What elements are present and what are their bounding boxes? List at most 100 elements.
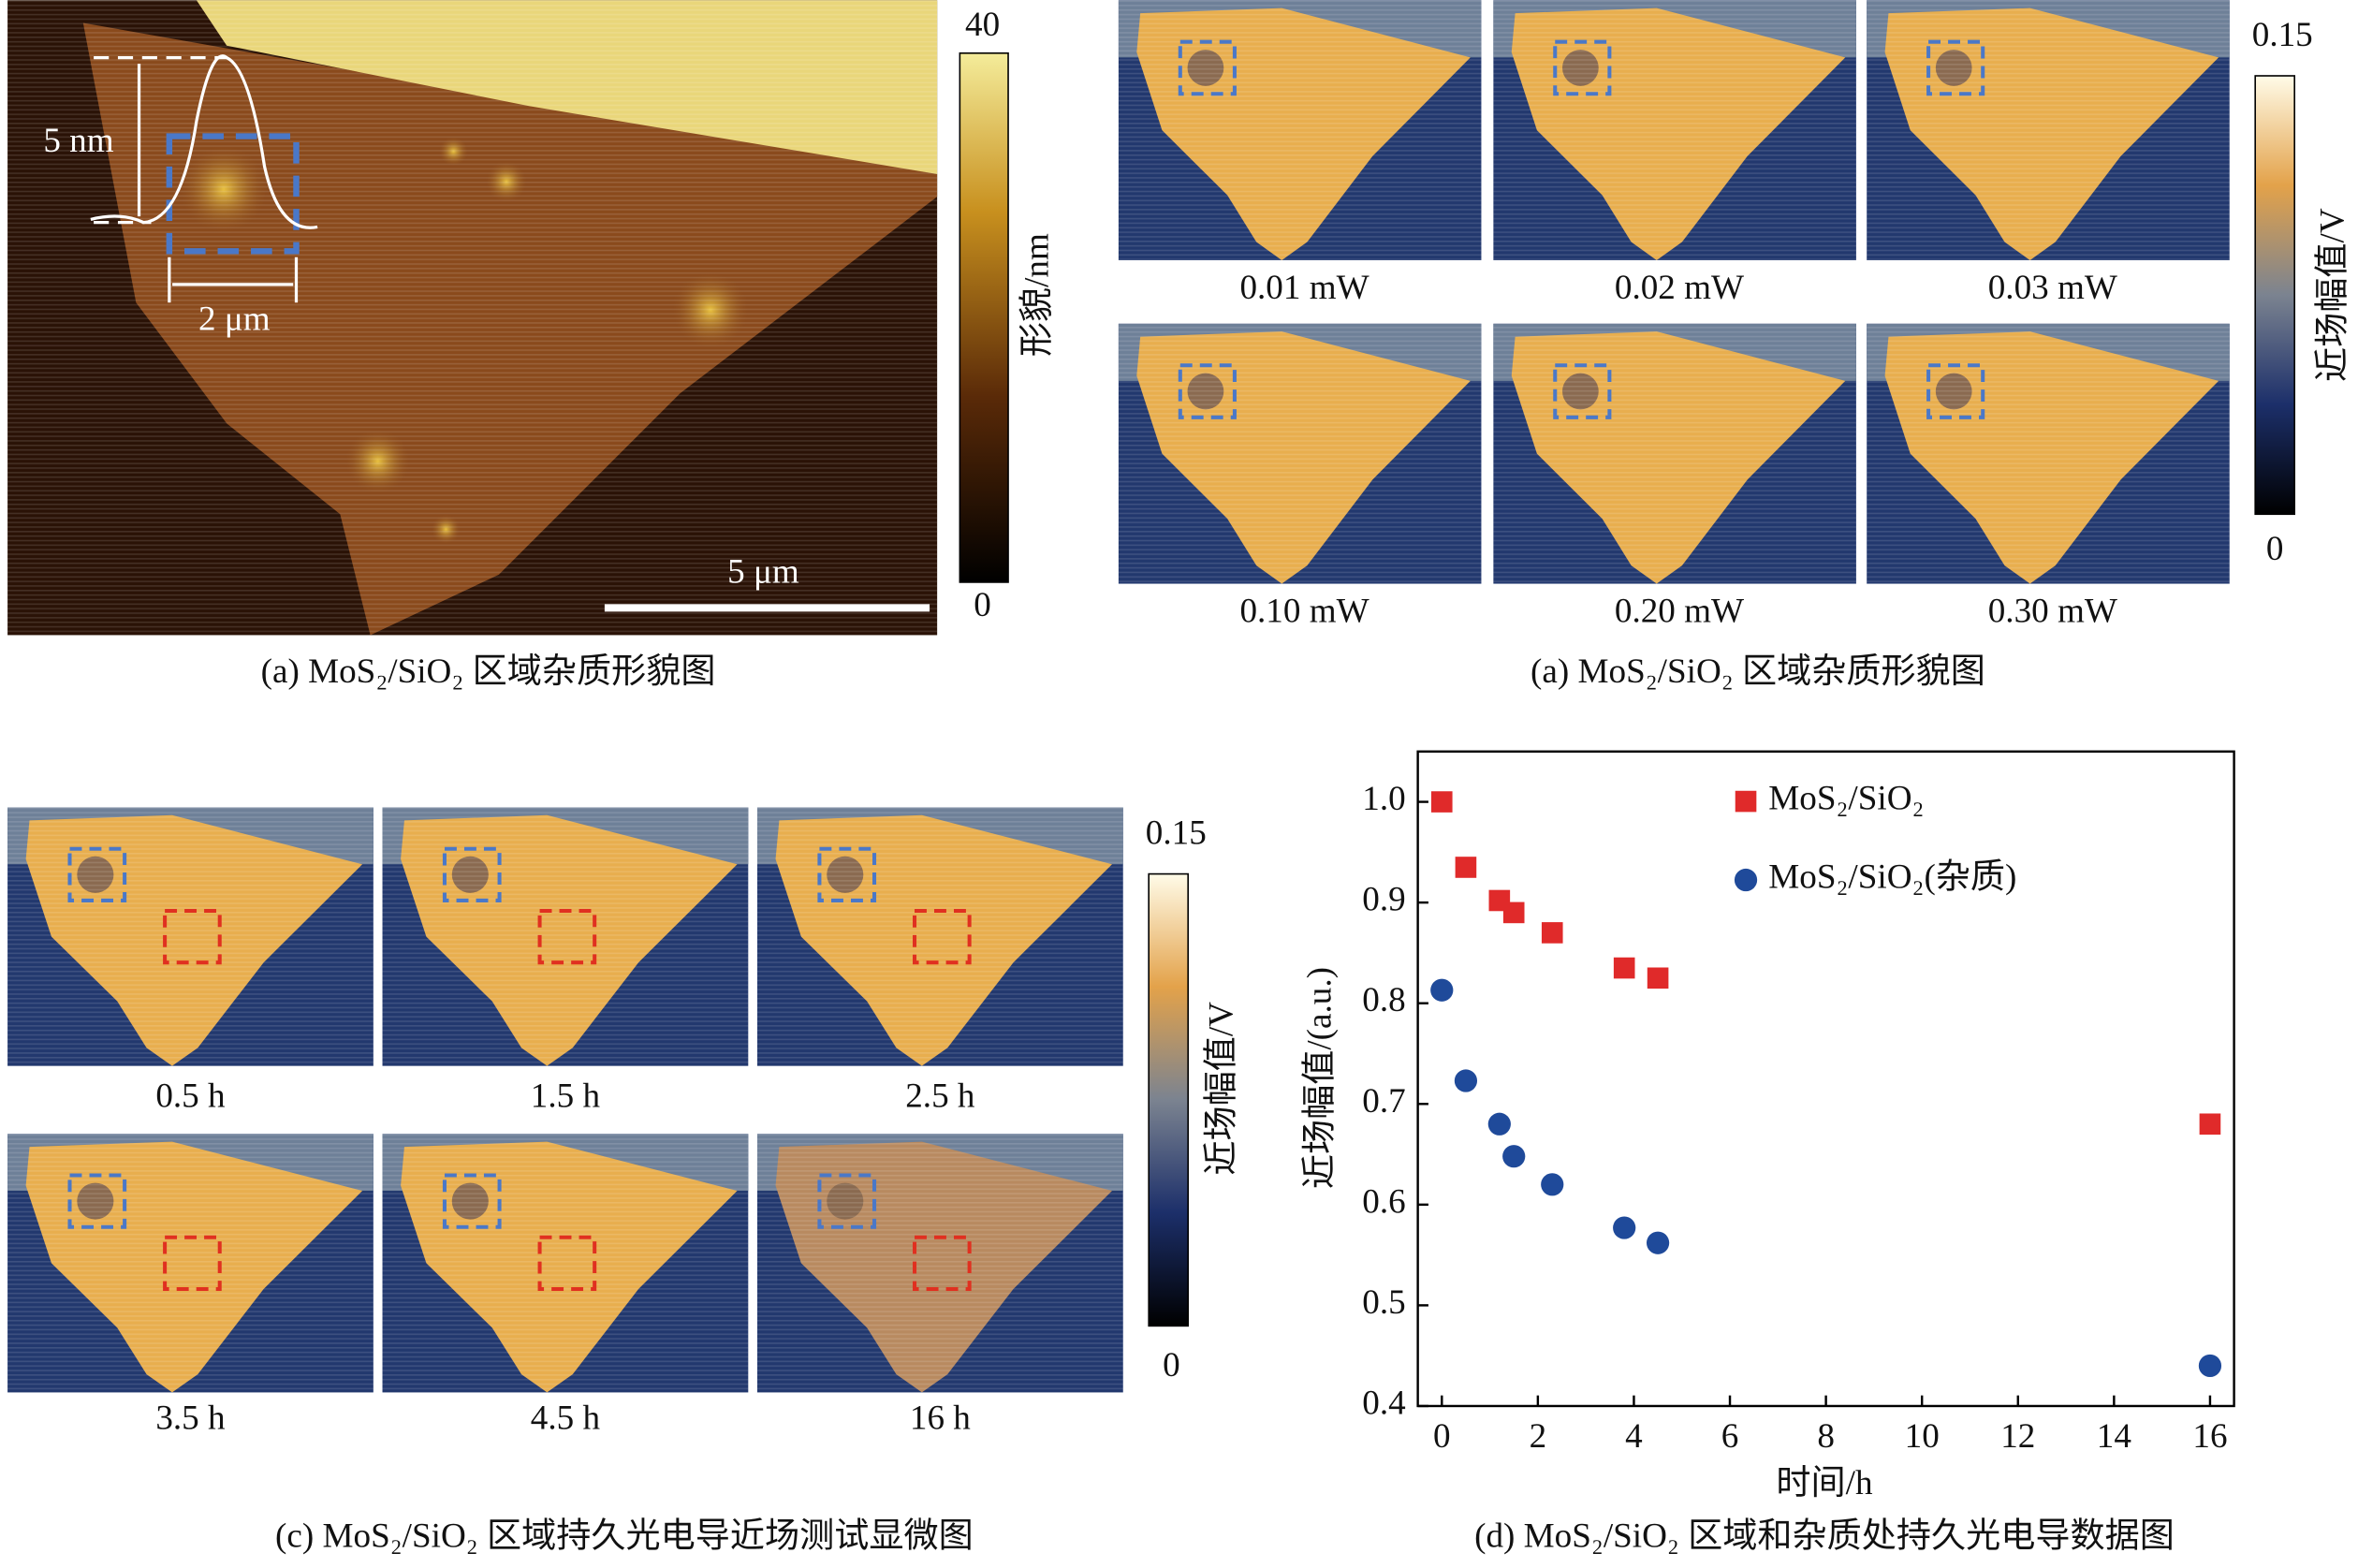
legend-marker (1735, 790, 1757, 813)
colorbar-label: 近场幅值/V (1201, 1002, 1240, 1176)
nearfield-image (756, 807, 1123, 1066)
nearfield-image (1118, 323, 1482, 584)
caption: (d) MoS₂/SiO₂ 区域和杂质处持久光电导数据图 (1474, 1517, 2175, 1556)
dashed-box (912, 908, 972, 965)
image-label: 0.30 mW (1988, 592, 2117, 630)
scale-bar-label: 5 μm (727, 552, 799, 591)
legend-marker (1734, 868, 1758, 892)
dashed-box (442, 846, 502, 902)
nearfield-image (756, 1134, 1123, 1393)
colorbar-max: 0.15 (1146, 814, 1207, 853)
nearfield-image (7, 807, 373, 1066)
caption: (a) MoS₂/SiO₂ 区域杂质形貌图 (1531, 652, 1985, 691)
image-label: 0.02 mW (1615, 269, 1744, 307)
y-tick-label: 0.6 (1362, 1182, 1405, 1221)
data-point (1502, 1145, 1526, 1168)
nearfield-image (1118, 0, 1482, 260)
x-tick-label: 8 (1817, 1417, 1835, 1456)
dashed-box (163, 1235, 222, 1292)
plot-frame (1416, 750, 2235, 1408)
image-label: 2.5 h (905, 1077, 975, 1116)
dashed-box (537, 908, 597, 965)
dashed-box (912, 1235, 972, 1292)
colorbar-label: 形貌/nm (1017, 233, 1056, 357)
y-axis-label: 近场幅值/(a.u.) (1299, 967, 1339, 1189)
nearfield-image (1493, 0, 1856, 260)
x-axis-label: 时间/h (1776, 1464, 1873, 1502)
caption: (c) MoS₂/SiO₂ 区域持久光电导近场测试显微图 (275, 1517, 974, 1556)
data-point (1613, 957, 1635, 979)
colorbar-min: 0 (974, 586, 991, 624)
caption: (a) MoS₂/SiO₂ 区域杂质形貌图 (261, 652, 716, 691)
x-tick-label: 4 (1625, 1417, 1643, 1456)
annotation: 2 μm (198, 300, 271, 339)
x-tick-label: 2 (1530, 1417, 1547, 1456)
annotation: 5 nm (43, 122, 113, 160)
y-tick-label: 0.4 (1362, 1384, 1405, 1422)
colorbar (959, 51, 1009, 583)
colorbar (2254, 75, 2295, 516)
nearfield-image (1493, 323, 1856, 584)
data-point (1613, 1216, 1636, 1239)
dashed-box (1926, 363, 1985, 419)
y-tick-label: 0.5 (1362, 1283, 1405, 1322)
data-point (2199, 1113, 2221, 1136)
data-point (1541, 1173, 1564, 1196)
nearfield-image (382, 807, 749, 1066)
image-label: 4.5 h (531, 1399, 601, 1438)
dashed-box (537, 1235, 597, 1292)
data-point (1502, 901, 1525, 924)
dashed-box (1553, 39, 1612, 96)
colorbar-min: 0 (2266, 530, 2284, 568)
image-label: 0.5 h (155, 1077, 226, 1116)
y-tick-label: 0.7 (1362, 1082, 1405, 1121)
nearfield-image (7, 1134, 373, 1393)
colorbar-label: 近场幅值/V (2312, 208, 2351, 382)
y-tick-label: 0.8 (1362, 981, 1405, 1019)
image-label: 16 h (910, 1399, 971, 1438)
colorbar-min: 0 (1163, 1346, 1180, 1385)
dashed-box (442, 1173, 502, 1229)
image-label: 3.5 h (155, 1399, 226, 1438)
dashed-box (67, 1173, 127, 1229)
data-point (1455, 857, 1477, 878)
data-point (1430, 791, 1453, 813)
dashed-box (1926, 39, 1985, 96)
dashed-box (163, 908, 222, 965)
dashed-box (817, 846, 877, 902)
image-label: 0.20 mW (1615, 592, 1744, 630)
x-tick-label: 12 (2000, 1417, 2035, 1456)
dashed-box (817, 1173, 877, 1229)
image-label: 0.03 mW (1988, 269, 2117, 307)
x-tick-label: 6 (1721, 1417, 1739, 1456)
image-label: 0.01 mW (1239, 269, 1369, 307)
legend-label: MoS₂/SiO₂(杂质) (1768, 858, 2016, 897)
colorbar (1148, 872, 1189, 1327)
y-tick-label: 1.0 (1362, 780, 1405, 818)
data-point (1487, 1112, 1511, 1136)
image-label: 0.10 mW (1239, 592, 1369, 630)
colorbar-max: 40 (965, 6, 1000, 44)
data-point (1646, 1231, 1670, 1254)
image-label: 1.5 h (531, 1077, 601, 1116)
data-point (1430, 978, 1454, 1002)
x-tick-label: 14 (2097, 1417, 2131, 1456)
nearfield-image (382, 1134, 749, 1393)
x-tick-label: 0 (1433, 1417, 1451, 1456)
x-tick-label: 10 (1905, 1417, 1940, 1456)
data-point (2198, 1354, 2222, 1378)
nearfield-image (1867, 323, 2230, 584)
data-point (1647, 967, 1669, 989)
dashed-box (67, 846, 127, 902)
x-tick-label: 16 (2192, 1417, 2227, 1456)
dashed-box (1553, 363, 1612, 419)
data-point (1454, 1069, 1478, 1092)
colorbar-max: 0.15 (2252, 16, 2313, 54)
y-tick-label: 0.9 (1362, 881, 1405, 919)
data-point (1541, 922, 1563, 944)
dashed-box (1178, 39, 1237, 96)
legend-label: MoS₂/SiO₂ (1768, 780, 1924, 818)
nearfield-image (1867, 0, 2230, 260)
dashed-box (1178, 363, 1237, 419)
